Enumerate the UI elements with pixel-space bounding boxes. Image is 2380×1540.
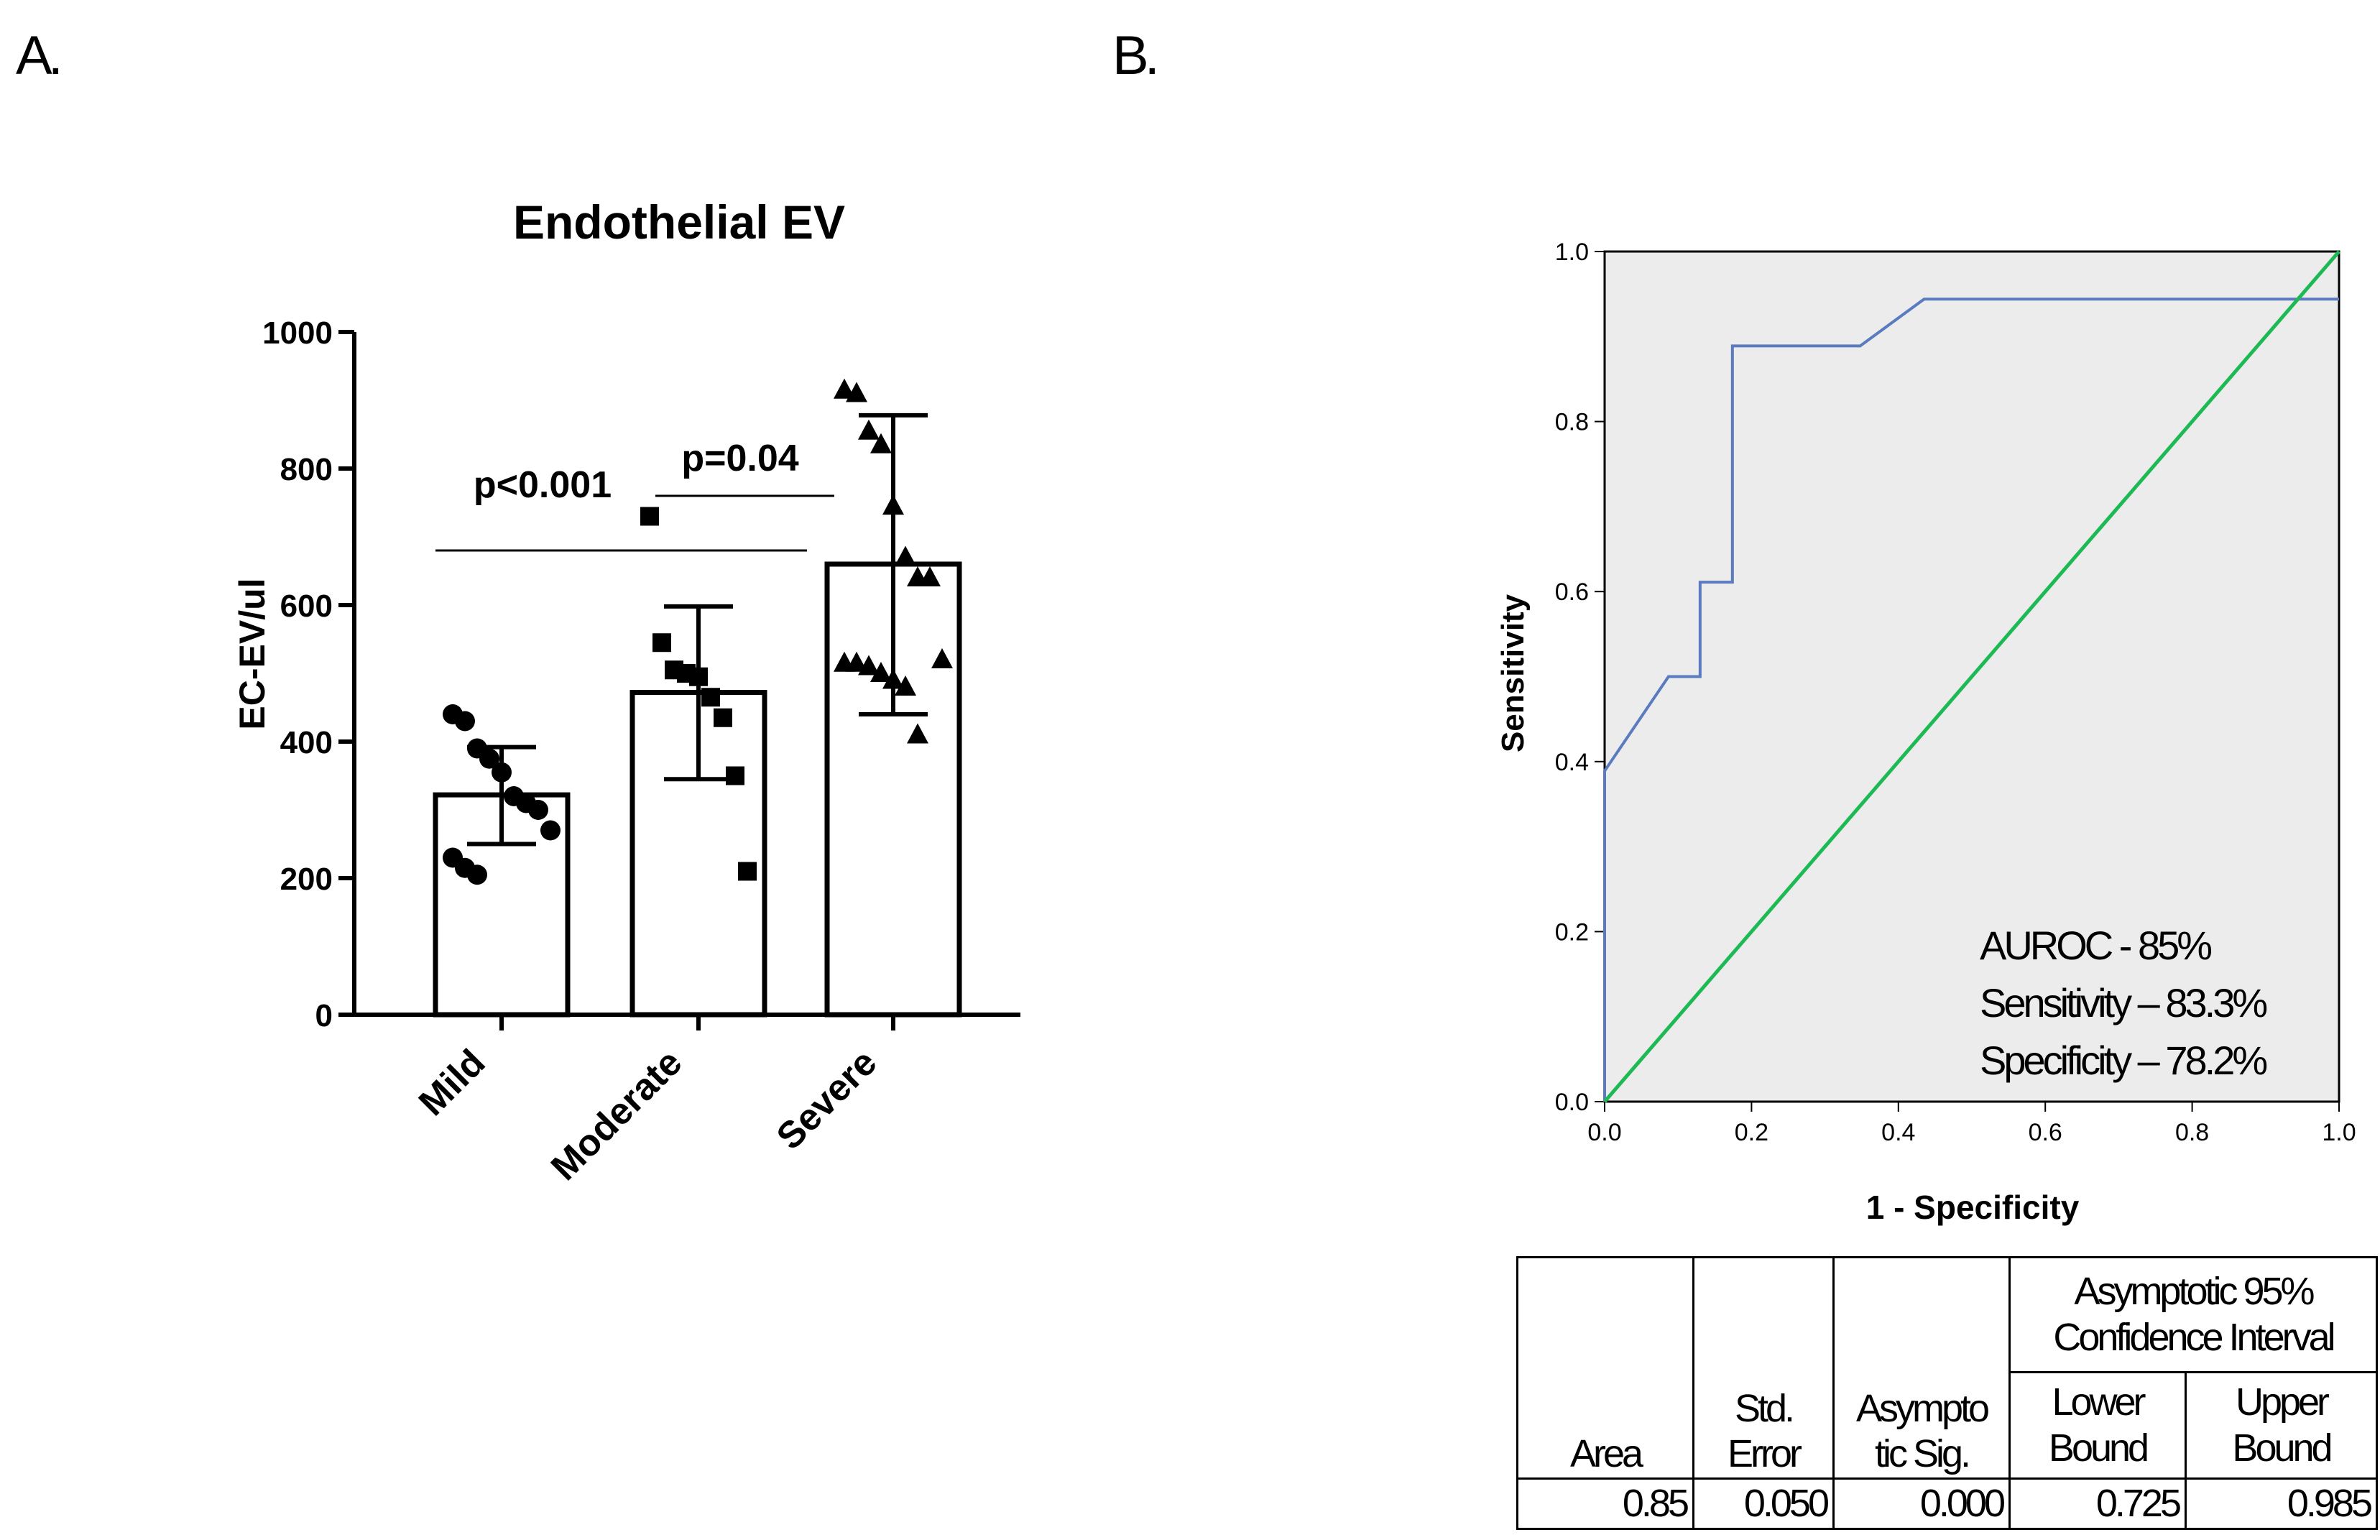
chart-b-y-tick-label: 0.0 — [1555, 1089, 1589, 1116]
data-point-mild — [479, 748, 499, 769]
header-lower-line2: Bound — [2048, 1426, 2149, 1470]
data-point-severe — [895, 676, 916, 696]
cell-upper-bound: 0.985 — [2185, 1477, 2378, 1530]
data-point-moderate — [701, 688, 720, 707]
roc-curve-line — [1603, 298, 2339, 1102]
chart-b-x-axis-label: 1 - Specificity — [1866, 1189, 2080, 1226]
data-point-moderate — [726, 766, 744, 785]
chart-b-y-tick-label: 0.6 — [1555, 578, 1589, 606]
chart-b-y-axis-label: Sensitivity — [1495, 594, 1531, 752]
data-point-severe — [846, 651, 867, 672]
data-point-severe — [895, 545, 916, 566]
chart-a-y-axis-label: EC-EV/ul — [232, 578, 272, 729]
data-point-mild — [467, 864, 487, 885]
data-point-severe — [919, 566, 941, 586]
auroc-stats-table: Area Std. Error Asympto tic Sig. Asympto… — [1516, 1256, 2378, 1530]
header-asymp-sig: Asympto tic Sig. — [1832, 1256, 2011, 1480]
data-point-moderate — [640, 507, 659, 526]
chart-a-y-tick-label: 0 — [315, 998, 333, 1033]
bar-chart-endothelial-ev: Endothelial EV EC-EV/ul 0 200 400 600 800 100… — [232, 195, 1020, 1189]
header-upper-bound: Upper Bound — [2185, 1371, 2378, 1480]
chart-a-y-tick-label: 400 — [280, 725, 333, 760]
data-point-mild — [540, 820, 561, 841]
reference-diagonal-line — [1603, 250, 2340, 1103]
chart-b-x-tick-label: 1.0 — [2322, 1119, 2356, 1146]
data-point-moderate — [652, 633, 671, 653]
chart-a-title: Endothelial EV — [513, 195, 845, 249]
header-lower-line1: Lower — [2052, 1380, 2146, 1424]
data-point-moderate — [714, 708, 732, 727]
data-point-severe — [846, 382, 867, 402]
data-point-mild — [492, 762, 512, 783]
header-area-label: Area — [1569, 1432, 1643, 1476]
data-point-severe — [907, 723, 928, 744]
chart-b-annotations: AUROC - 85% Sensitivity – 83.3% Specific… — [1980, 923, 2269, 1083]
data-point-severe — [834, 378, 855, 399]
table-row: 0.85 0.050 0.000 0.725 0.985 — [1516, 1477, 2378, 1530]
header-confidence-interval: Asymptotic 95% Confidence Interval — [2008, 1256, 2378, 1373]
header-lower-bound: Lower Bound — [2008, 1371, 2187, 1480]
chart-b-y-tick-label: 0.2 — [1555, 918, 1589, 946]
data-point-severe — [858, 419, 880, 440]
panel-label-a: A. — [16, 25, 63, 86]
header-area: Area — [1516, 1256, 1694, 1480]
chart-a-y-tick-label: 800 — [280, 452, 333, 487]
roc-curve-chart: 0.0 0.0 0.2 0.2 0.4 0.4 0.6 0.6 0.8 0.8 1.0 1.0 Sen… — [1495, 239, 2356, 1226]
data-point-mild — [455, 711, 475, 732]
cell-asymp-sig: 0.000 — [1832, 1477, 2011, 1530]
chart-b-x-tick-label: 0.4 — [1881, 1119, 1915, 1146]
chart-a-y-tick-label: 1000 — [262, 315, 333, 351]
cell-area: 0.85 — [1516, 1477, 1694, 1530]
data-point-moderate — [689, 667, 708, 686]
header-ci-line2: Confidence Interval — [2053, 1315, 2335, 1359]
header-upper-line1: Upper — [2235, 1380, 2330, 1424]
chart-a-y-tick-label: 200 — [280, 862, 333, 897]
header-ci-line1: Asymptotic 95% — [2074, 1269, 2315, 1313]
data-point-mild — [528, 800, 548, 820]
data-point-severe — [858, 655, 880, 676]
chart-b-y-tick-label: 0.4 — [1555, 749, 1589, 776]
header-std-error-line1: Std. — [1734, 1386, 1795, 1430]
annotation-auroc: AUROC - 85% — [1980, 923, 2211, 968]
annotation-p-moderate-severe: p=0.04 — [681, 438, 798, 479]
chart-a-y-tick-label: 600 — [280, 589, 333, 624]
header-asymp-sig-line2: tic Sig. — [1874, 1432, 1971, 1476]
annotation-specificity: Specificity – 78.2% — [1980, 1038, 2266, 1083]
cell-std-error: 0.050 — [1692, 1477, 1835, 1530]
data-point-severe — [870, 662, 892, 682]
data-point-severe — [870, 433, 892, 453]
data-point-severe — [931, 648, 953, 668]
chart-b-x-tick-label: 0.6 — [2029, 1119, 2062, 1146]
header-std-error-line2: Error — [1728, 1432, 1802, 1476]
header-asymp-sig-line1: Asympto — [1855, 1386, 1990, 1430]
chart-b-plot: 0.0 0.0 0.2 0.2 0.4 0.4 0.6 0.6 0.8 0.8 1.0 1.0 — [1555, 239, 2356, 1146]
data-point-severe — [882, 668, 904, 689]
chart-a-annotations: p<0.001 p=0.04 — [435, 438, 834, 552]
annotation-sensitivity: Sensitivity – 83.3% — [1980, 980, 2266, 1025]
cell-lower-bound: 0.725 — [2008, 1477, 2187, 1530]
chart-b-x-tick-label: 0.0 — [1587, 1119, 1621, 1146]
chart-b-x-tick-label: 0.2 — [1735, 1119, 1768, 1146]
chart-b-x-tick-label: 0.8 — [2175, 1119, 2209, 1146]
chart-b-y-tick-label: 0.8 — [1555, 409, 1589, 436]
panel-label-b: B. — [1112, 25, 1160, 86]
header-upper-line2: Bound — [2232, 1426, 2333, 1470]
header-std-error: Std. Error — [1692, 1256, 1835, 1480]
data-point-severe — [882, 494, 904, 515]
data-point-moderate — [738, 862, 757, 881]
annotation-p-mild-severe: p<0.001 — [474, 464, 612, 506]
chart-b-y-tick-label: 1.0 — [1555, 239, 1589, 266]
